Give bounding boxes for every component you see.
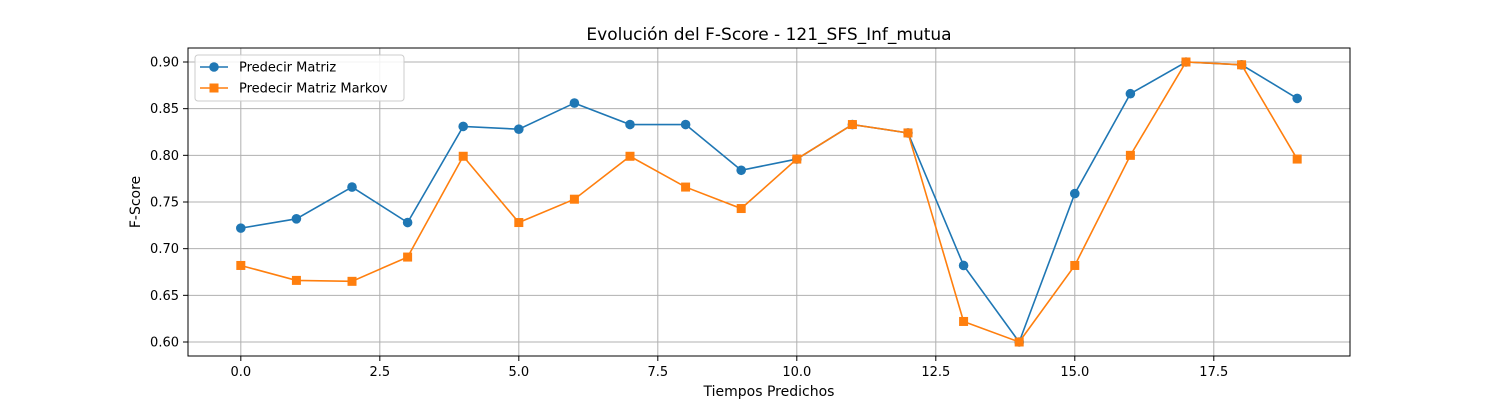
- data-point-marker: [1070, 260, 1080, 270]
- data-point-marker: [458, 121, 469, 132]
- data-point-marker: [1237, 60, 1247, 70]
- data-point-marker: [1125, 150, 1135, 160]
- data-point-marker: [1292, 154, 1302, 164]
- data-point-marker: [625, 119, 635, 130]
- data-point-marker: [736, 165, 747, 176]
- y-tick-label: 0.90: [150, 56, 179, 71]
- legend-label: Predecir Matriz Markov: [239, 82, 388, 97]
- x-tick-label: 2.5: [369, 365, 390, 380]
- x-axis-label: Tiempos Predichos: [703, 384, 835, 400]
- data-point-marker: [236, 223, 246, 233]
- legend-label: Predecir Matriz: [239, 61, 336, 76]
- data-point-marker: [1181, 57, 1191, 67]
- x-tick-label: 5.0: [508, 365, 529, 380]
- y-axis-label: F-Score: [128, 176, 144, 228]
- data-point-marker: [514, 124, 524, 134]
- y-tick-label: 0.70: [150, 242, 179, 257]
- legend: Predecir Matriz Predecir Matriz Markov: [194, 54, 405, 102]
- y-tick-label: 0.85: [150, 102, 179, 117]
- data-point-marker: [958, 260, 969, 271]
- series-1-line: [240, 61, 1298, 344]
- data-point-marker: [959, 316, 969, 326]
- y-tick-label: 0.80: [150, 149, 179, 164]
- data-point-marker: [847, 120, 857, 130]
- data-point-marker: [1014, 337, 1024, 347]
- x-tick-label: 0.0: [230, 365, 251, 380]
- data-point-marker: [1069, 188, 1080, 199]
- x-tick-label: 17.5: [1199, 365, 1228, 380]
- data-point-marker: [403, 252, 413, 262]
- series-2: [236, 57, 1302, 347]
- data-point-marker: [1125, 88, 1136, 99]
- axis-ticks: 0.0 2.5 5.0 7.5 10.0 12.5 15.0 17.5 0.60 0.65 0.70…: [150, 56, 1228, 381]
- series-layer: [236, 57, 1302, 347]
- x-tick-label: 12.5: [921, 365, 950, 380]
- legend-marker: [209, 83, 219, 93]
- y-tick-label: 0.65: [150, 289, 179, 304]
- grid-lines: [188, 48, 1350, 356]
- data-point-marker: [291, 214, 302, 224]
- data-point-marker: [792, 154, 802, 164]
- data-point-marker: [236, 260, 246, 270]
- data-point-marker: [291, 275, 301, 285]
- data-point-marker: [680, 119, 691, 130]
- data-point-marker: [347, 182, 357, 192]
- y-tick-label: 0.75: [150, 196, 179, 211]
- data-point-marker: [347, 276, 357, 286]
- data-point-marker: [402, 217, 413, 228]
- data-point-marker: [514, 218, 524, 228]
- data-point-marker: [569, 98, 580, 108]
- data-point-marker: [458, 151, 468, 161]
- data-point-marker: [569, 194, 579, 204]
- series-2-line: [240, 61, 1298, 343]
- legend-marker: [209, 62, 219, 72]
- data-point-marker: [903, 128, 913, 138]
- legend-box: [194, 54, 405, 102]
- y-tick-label: 0.60: [150, 336, 179, 351]
- data-point-marker: [681, 182, 691, 192]
- chart-title: Evolución del F-Score - 121_SFS_Inf_mutu…: [586, 25, 951, 45]
- x-tick-label: 15.0: [1060, 365, 1089, 380]
- x-tick-label: 10.0: [782, 365, 811, 380]
- data-point-marker: [736, 204, 746, 214]
- data-point-marker: [1292, 93, 1302, 104]
- x-tick-label: 7.5: [647, 365, 668, 380]
- data-point-marker: [625, 151, 635, 161]
